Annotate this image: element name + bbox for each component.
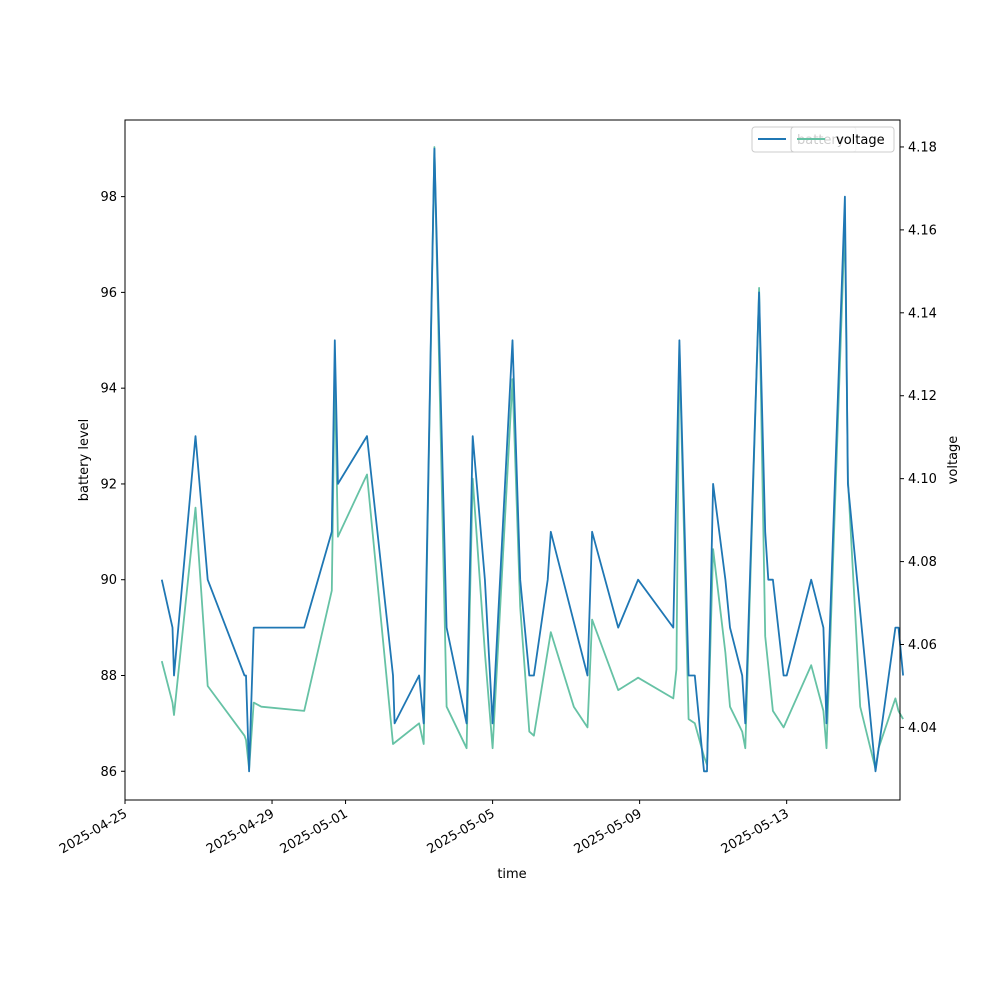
y-axis-label-right: voltage — [946, 436, 961, 485]
y-left-tick-label: 90 — [100, 573, 117, 588]
y-axis-label-left: battery level — [77, 419, 92, 502]
series-line-voltage — [160, 146, 904, 770]
legend-voltage-label: voltage — [836, 133, 885, 148]
y-right-tick-label: 4.08 — [908, 555, 937, 570]
y-left-tick-label: 88 — [100, 669, 117, 684]
y-right-tick-label: 4.06 — [908, 638, 937, 653]
y-left-tick-label: 98 — [100, 190, 117, 205]
y-right-tick-label: 4.16 — [908, 223, 937, 238]
series-line-battery — [160, 147, 904, 773]
y-left-tick-label: 92 — [100, 477, 117, 492]
legend-voltage: voltage — [790, 126, 895, 153]
y-left-tick-label: 94 — [100, 382, 117, 397]
x-axis-label: time — [497, 867, 526, 882]
y-left-tick-label: 86 — [100, 765, 117, 780]
y-right-tick-label: 4.10 — [908, 472, 937, 487]
legend-voltage-box — [790, 126, 895, 153]
y-right-tick-label: 4.18 — [908, 140, 937, 155]
y-left-tick-label: 96 — [100, 286, 117, 301]
plot-frame — [124, 119, 901, 801]
y-right-tick-label: 4.14 — [908, 306, 937, 321]
y-right-tick-label: 4.12 — [908, 389, 937, 404]
y-right-tick-label: 4.04 — [908, 721, 937, 736]
